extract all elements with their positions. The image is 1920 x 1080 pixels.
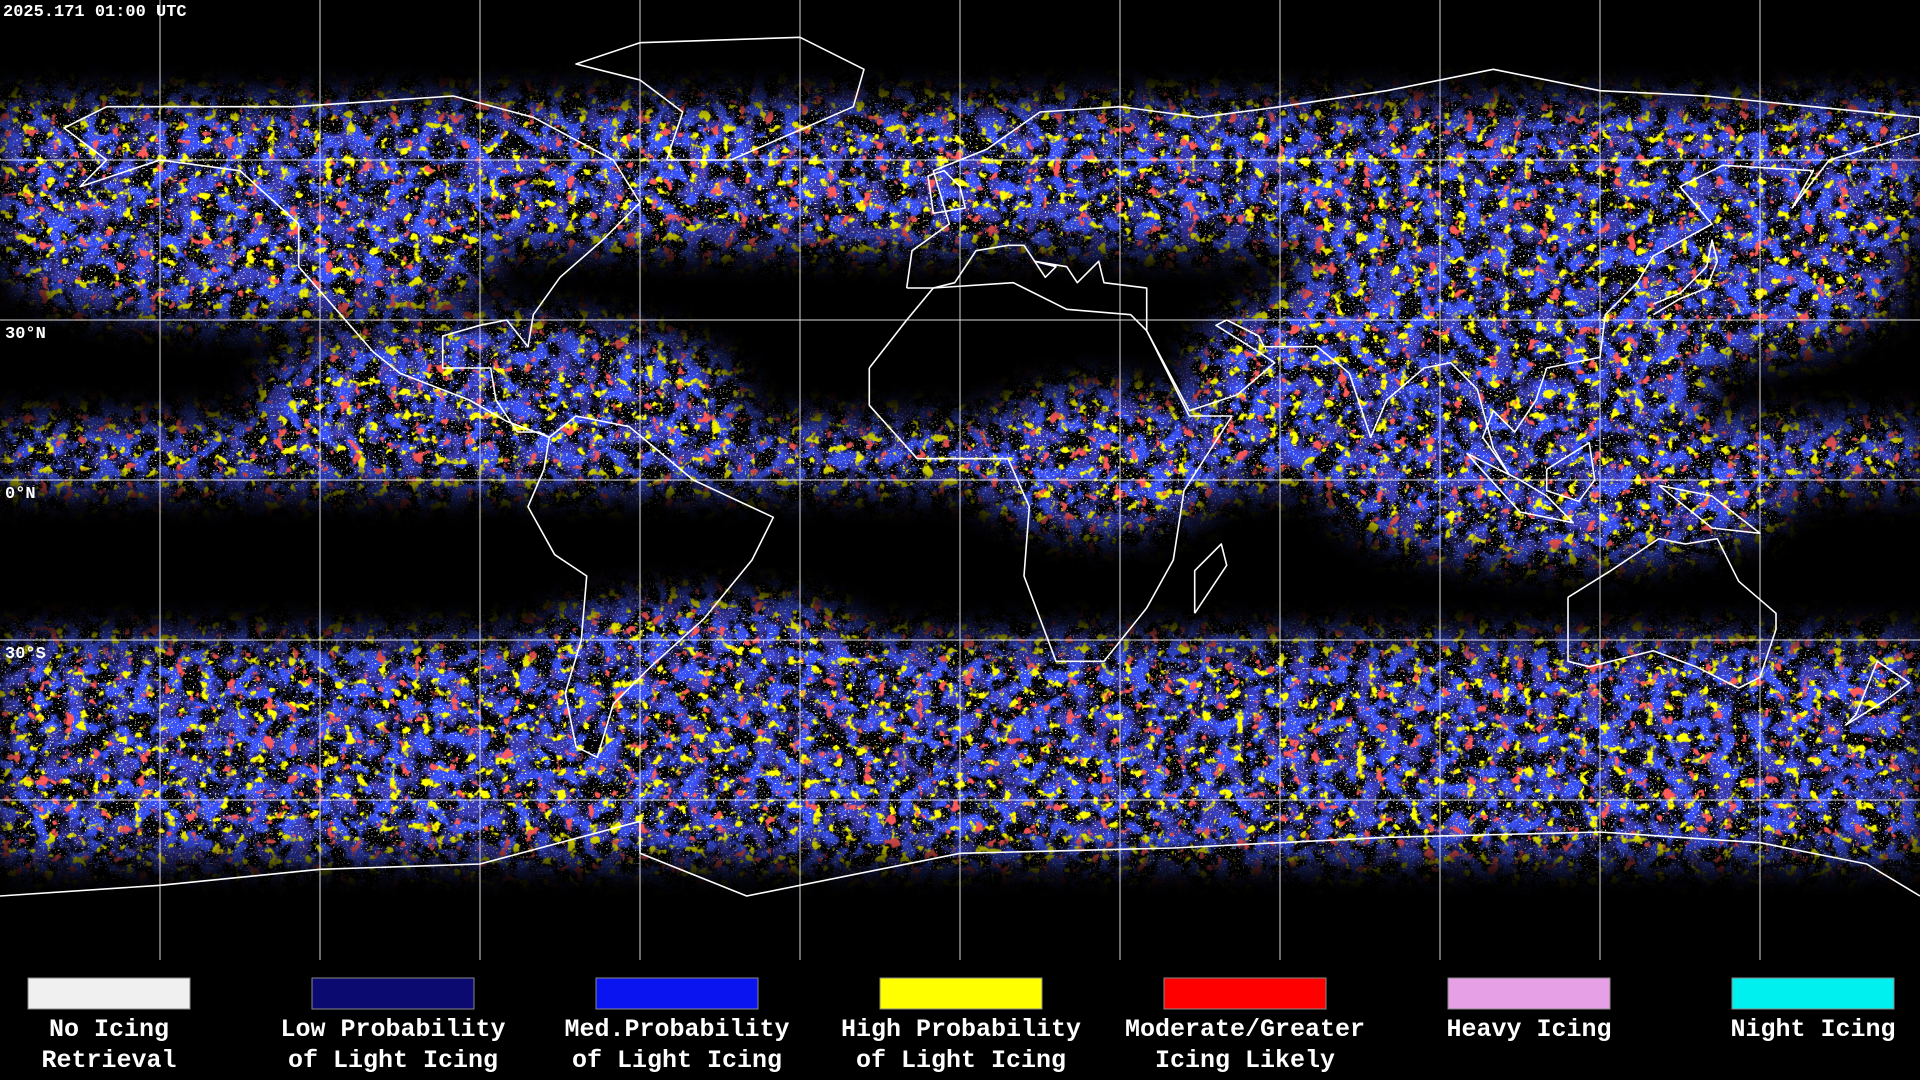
legend-swatch [311, 977, 475, 1010]
coastline [1193, 543, 1228, 614]
legend-label: Low Probability [280, 1015, 505, 1044]
coastline [575, 36, 865, 161]
legend-label: of Light Icing [572, 1046, 782, 1075]
timestamp: 2025.171 01:00 UTC [3, 3, 187, 22]
legend-label: No Icing [49, 1015, 169, 1044]
legend-swatch [1447, 977, 1611, 1010]
legend-label: Icing Likely [1155, 1046, 1335, 1075]
legend-swatch [879, 977, 1043, 1010]
coastline [63, 95, 641, 439]
legend-swatch [27, 977, 191, 1010]
legend-label: Retrieval [41, 1046, 176, 1075]
legend-swatch [1163, 977, 1327, 1010]
coastline [1567, 537, 1777, 689]
legend-label: High Probability [841, 1015, 1081, 1044]
graticule [0, 0, 1920, 960]
legend-label: Moderate/Greater [1125, 1015, 1365, 1044]
legend-label: Night Icing [1730, 1015, 1895, 1044]
coastline [1652, 239, 1719, 316]
legend-label: of Light Icing [856, 1046, 1066, 1075]
coastline [1545, 441, 1596, 503]
coastline [868, 281, 1233, 663]
legend-swatch [1731, 977, 1895, 1010]
latitude-label: 30°N [5, 325, 46, 344]
legend-label: Med.Probability [564, 1015, 789, 1044]
latitude-label: 0°N [5, 485, 36, 504]
coastline [527, 415, 775, 759]
coastline [1466, 452, 1575, 524]
legend-label: of Light Icing [288, 1046, 498, 1075]
coastline [0, 820, 1920, 897]
coastlines [0, 36, 1920, 897]
latitude-label: 30°S [5, 645, 46, 664]
coastline [1844, 660, 1911, 726]
legend-label: Heavy Icing [1446, 1015, 1611, 1044]
legend-swatch [595, 977, 759, 1010]
